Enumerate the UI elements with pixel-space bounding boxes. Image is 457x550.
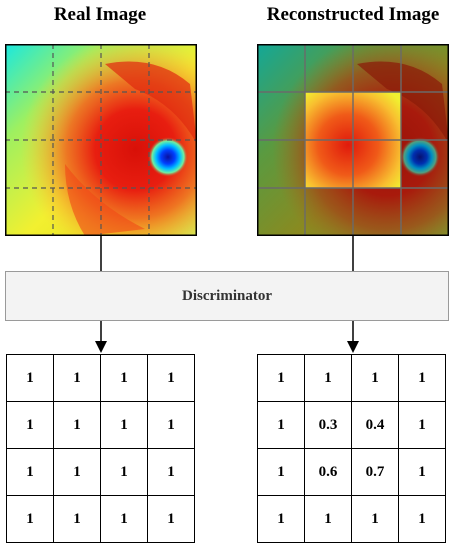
real-arrow-head xyxy=(95,341,107,353)
grid-cell: 1 xyxy=(398,448,446,496)
reconstructed-output-grid: 1 1 1 1 1 0.3 0.4 1 1 0.6 0.7 1 1 1 1 1 xyxy=(257,354,446,543)
real-image-title: Real Image xyxy=(53,4,147,25)
grid-cell: 1 xyxy=(351,495,399,543)
grid-row: 1 1 1 1 xyxy=(6,401,195,449)
grid-row: 1 1 1 1 xyxy=(257,495,446,543)
recon-arrow-head xyxy=(347,341,359,353)
grid-cell: 1 xyxy=(257,448,305,496)
grid-cell: 1 xyxy=(304,354,352,402)
grid-cell: 1 xyxy=(398,495,446,543)
grid-cell: 0.7 xyxy=(351,448,399,496)
grid-cell: 0.6 xyxy=(304,448,352,496)
grid-cell: 1 xyxy=(100,495,148,543)
grid-row: 1 1 1 1 xyxy=(257,354,446,402)
discriminator-box: Discriminator xyxy=(5,271,449,321)
grid-cell: 1 xyxy=(6,495,54,543)
grid-cell: 1 xyxy=(398,354,446,402)
grid-cell: 1 xyxy=(53,401,101,449)
grid-row: 1 0.6 0.7 1 xyxy=(257,448,446,496)
grid-row: 1 1 1 1 xyxy=(6,495,195,543)
grid-cell: 1 xyxy=(100,448,148,496)
real-output-grid: 1 1 1 1 1 1 1 1 1 1 1 1 1 1 1 1 xyxy=(6,354,195,543)
grid-cell: 0.3 xyxy=(304,401,352,449)
real-image-heatmap xyxy=(5,44,197,236)
grid-cell: 1 xyxy=(100,401,148,449)
grid-row: 1 1 1 1 xyxy=(6,448,195,496)
grid-cell: 1 xyxy=(53,495,101,543)
grid-cell: 1 xyxy=(147,448,195,496)
reconstructed-image-heatmap xyxy=(257,44,449,236)
grid-cell: 1 xyxy=(6,401,54,449)
grid-row: 1 1 1 1 xyxy=(6,354,195,402)
discriminator-label: Discriminator xyxy=(182,287,272,304)
grid-cell: 1 xyxy=(257,354,305,402)
grid-cell: 1 xyxy=(147,401,195,449)
reconstructed-image-title: Reconstructed Image xyxy=(266,4,440,25)
grid-cell: 1 xyxy=(147,354,195,402)
grid-cell: 1 xyxy=(351,354,399,402)
grid-cell: 0.4 xyxy=(351,401,399,449)
grid-cell: 1 xyxy=(257,495,305,543)
grid-cell: 1 xyxy=(6,354,54,402)
grid-cell: 1 xyxy=(6,448,54,496)
grid-cell: 1 xyxy=(147,495,195,543)
grid-cell: 1 xyxy=(53,448,101,496)
grid-row: 1 0.3 0.4 1 xyxy=(257,401,446,449)
grid-cell: 1 xyxy=(257,401,305,449)
grid-cell: 1 xyxy=(100,354,148,402)
grid-cell: 1 xyxy=(398,401,446,449)
grid-cell: 1 xyxy=(304,495,352,543)
grid-cell: 1 xyxy=(53,354,101,402)
